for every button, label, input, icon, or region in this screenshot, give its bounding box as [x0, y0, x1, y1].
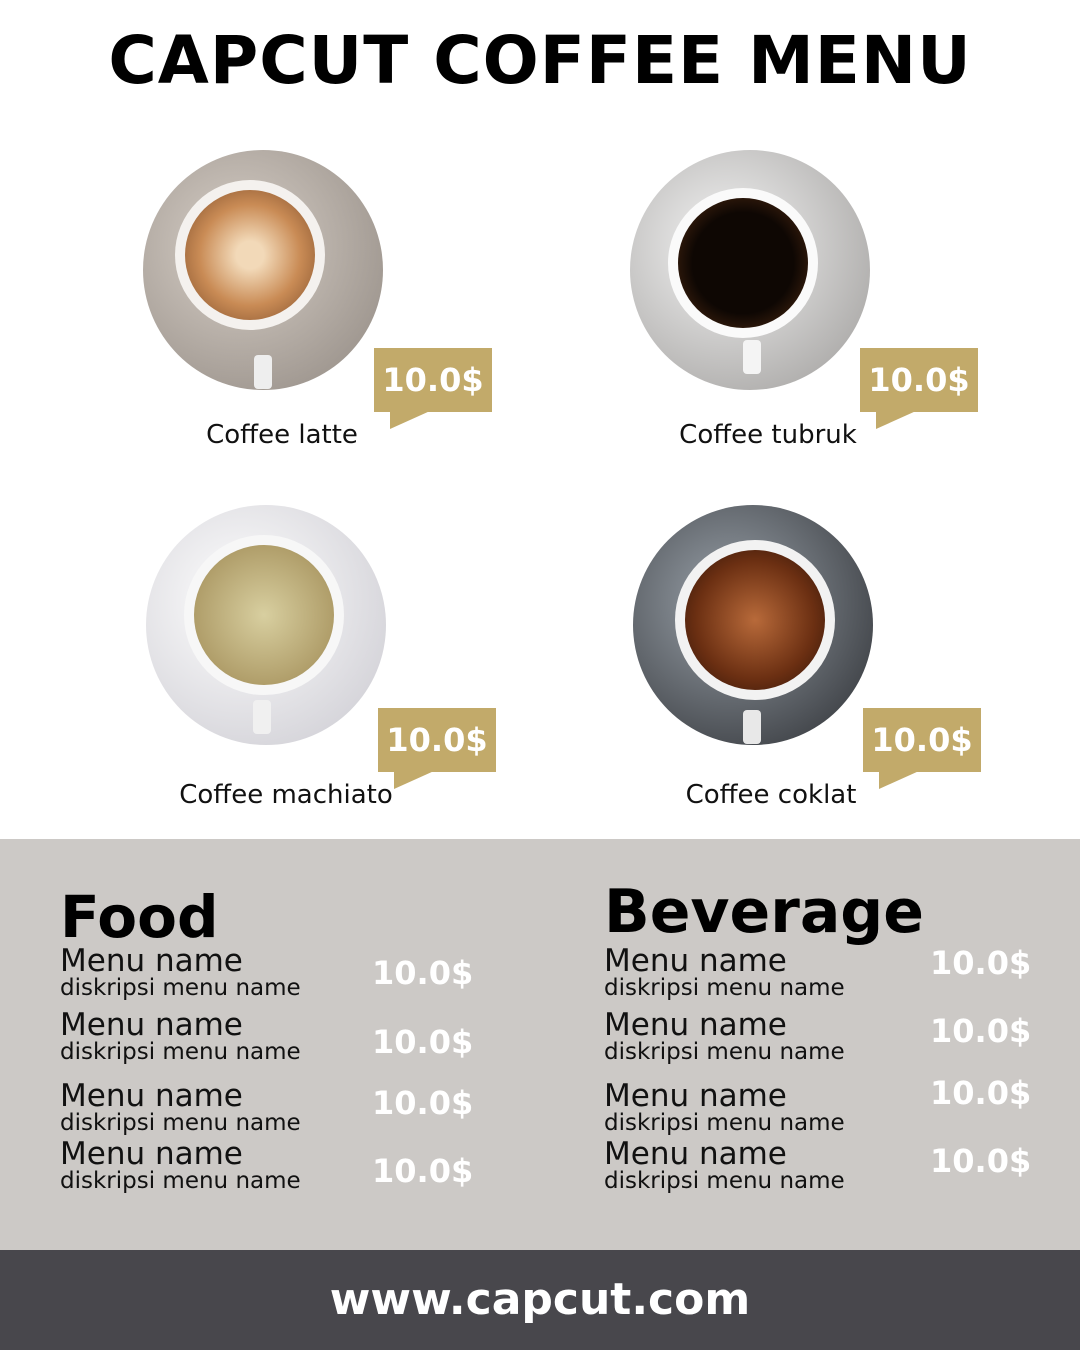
- item-desc: diskripsi menu name: [604, 1168, 845, 1194]
- food-price: 10.0$: [372, 1084, 474, 1122]
- beverage-item: Menu name diskripsi menu name: [604, 1007, 845, 1065]
- food-price: 10.0$: [372, 1023, 474, 1061]
- menu-list-section: [0, 839, 1080, 1250]
- beverage-price: 10.0$: [930, 1012, 1032, 1050]
- item-name: Menu name: [604, 943, 787, 979]
- item-desc: diskripsi menu name: [604, 975, 845, 1001]
- item-desc: diskripsi menu name: [60, 1039, 301, 1065]
- price-tag-tubruk: 10.0$: [860, 348, 978, 429]
- coffee-machiato-image: [146, 505, 386, 745]
- page-title: CAPCUT COFFEE MENU: [108, 22, 972, 99]
- coffee-latte-image: [143, 150, 383, 390]
- item-label-coklat: Coffee coklat: [685, 780, 857, 810]
- item-name: Menu name: [60, 1007, 243, 1043]
- item-name: Menu name: [604, 1078, 787, 1114]
- beverage-item: Menu name diskripsi menu name: [604, 1136, 845, 1194]
- beverage-item: Menu name diskripsi menu name: [604, 1078, 845, 1136]
- item-desc: diskripsi menu name: [60, 1168, 301, 1194]
- food-item: Menu name diskripsi menu name: [60, 1136, 301, 1194]
- beverage-title: Beverage: [604, 877, 924, 947]
- price-tag-coklat: 10.0$: [863, 708, 981, 789]
- food-item: Menu name diskripsi menu name: [60, 1007, 301, 1065]
- item-desc: diskripsi menu name: [604, 1110, 845, 1136]
- beverage-price: 10.0$: [930, 1074, 1032, 1112]
- item-name: Menu name: [604, 1136, 787, 1172]
- item-name: Menu name: [60, 943, 243, 979]
- beverage-price: 10.0$: [930, 944, 1032, 982]
- item-label-tubruk: Coffee tubruk: [679, 420, 857, 450]
- website-link[interactable]: www.capcut.com: [329, 1274, 751, 1325]
- price-tag-machiato: 10.0$: [378, 708, 496, 789]
- food-price: 10.0$: [372, 954, 474, 992]
- food-title: Food: [60, 883, 219, 951]
- item-desc: diskripsi menu name: [60, 1110, 301, 1136]
- food-item: Menu name diskripsi menu name: [60, 943, 301, 1001]
- footer: www.capcut.com: [0, 1250, 1080, 1350]
- item-desc: diskripsi menu name: [604, 1039, 845, 1065]
- food-item: Menu name diskripsi menu name: [60, 1078, 301, 1136]
- item-label-latte: Coffee latte: [206, 420, 358, 450]
- price-tag-latte: 10.0$: [374, 348, 492, 429]
- coffee-coklat-image: [633, 505, 873, 745]
- item-name: Menu name: [60, 1078, 243, 1114]
- food-price: 10.0$: [372, 1152, 474, 1190]
- beverage-price: 10.0$: [930, 1142, 1032, 1180]
- item-name: Menu name: [604, 1007, 787, 1043]
- item-label-machiato: Coffee machiato: [179, 780, 393, 810]
- item-name: Menu name: [60, 1136, 243, 1172]
- coffee-tubruk-image: [630, 150, 870, 390]
- beverage-item: Menu name diskripsi menu name: [604, 943, 845, 1001]
- item-desc: diskripsi menu name: [60, 975, 301, 1001]
